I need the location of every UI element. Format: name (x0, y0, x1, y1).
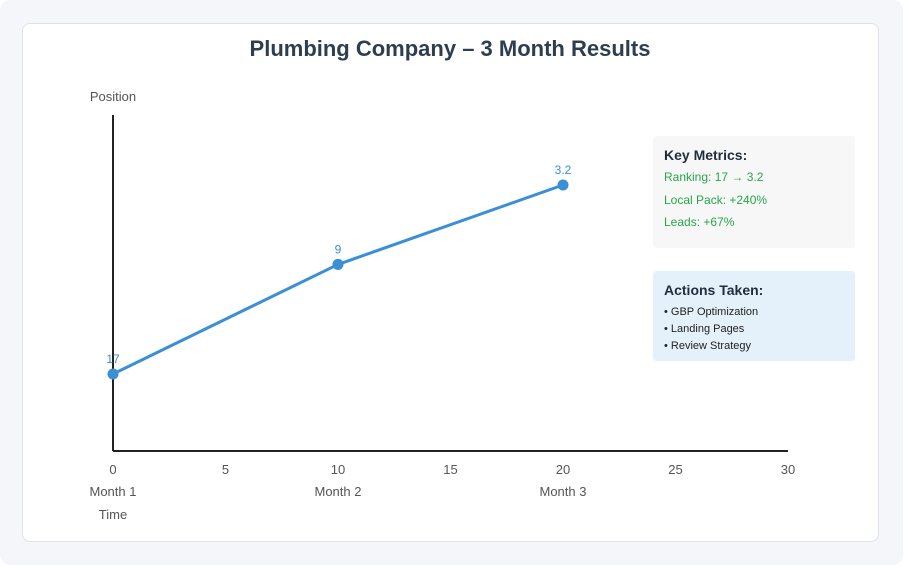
action-gbp-optimization: • GBP Optimization (664, 306, 759, 318)
x-category-label: Month 2 (315, 484, 362, 499)
x-tick-label: 30 (781, 462, 795, 477)
x-axis-label: Time (99, 507, 127, 522)
data-label: 3.2 (555, 163, 572, 177)
chart-title: Plumbing Company – 3 Month Results (249, 36, 651, 61)
metric-leads: Leads: +67% (664, 215, 735, 229)
data-label: 9 (335, 242, 342, 256)
chart-series: 17 9 3.2 (106, 163, 572, 380)
data-label: 17 (106, 352, 120, 366)
chart-axes: Position 0 5 10 15 20 25 30 Month 1 Month 2 Month … (90, 89, 796, 522)
x-tick-label: 0 (109, 462, 116, 477)
action-review-strategy: • Review Strategy (664, 340, 751, 352)
x-category-label: Month 3 (540, 484, 587, 499)
series-line (111, 183, 565, 376)
x-tick-label: 15 (443, 462, 457, 477)
metric-local-pack: Local Pack: +240% (664, 193, 768, 207)
x-tick-label: 5 (222, 462, 229, 477)
x-tick-label: 25 (668, 462, 682, 477)
actions-taken-panel: Actions Taken: • GBP Optimization • Land… (653, 271, 855, 361)
metric-ranking: Ranking: 17 → 3.2 (664, 170, 764, 184)
y-axis-label: Position (90, 89, 136, 104)
data-point (332, 258, 344, 270)
data-point (557, 179, 569, 191)
key-metrics-panel: Key Metrics: Ranking: 17 → 3.2 Local Pac… (653, 136, 855, 248)
actions-taken-title: Actions Taken: (664, 282, 764, 298)
x-tick-label: 20 (556, 462, 570, 477)
x-category-label: Month 1 (90, 484, 137, 499)
action-landing-pages: • Landing Pages (664, 323, 745, 335)
key-metrics-title: Key Metrics: (664, 147, 748, 163)
x-tick-label: 10 (331, 462, 345, 477)
data-point (107, 368, 119, 380)
